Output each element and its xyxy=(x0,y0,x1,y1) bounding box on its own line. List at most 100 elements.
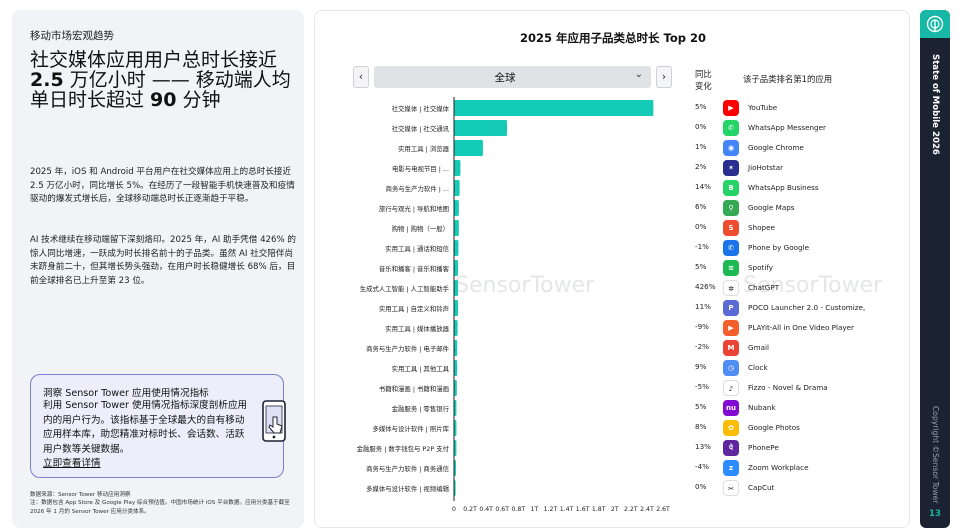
sensor-tower-logo-icon xyxy=(926,15,944,33)
playit-icon: ▶ xyxy=(723,320,739,336)
watermark: SensorTower xyxy=(455,273,595,298)
next-button[interactable]: › xyxy=(656,66,672,88)
bar xyxy=(454,120,508,136)
category-label: 购物 | 购物（一般） xyxy=(392,224,449,233)
yoy-growth-value: 8% xyxy=(695,422,707,431)
view-details-link[interactable]: 立即查看详情 xyxy=(43,458,101,469)
yoy-growth-header-text: 同比 变化 xyxy=(695,69,712,91)
yoy-growth-value: 5% xyxy=(695,262,707,271)
bar xyxy=(454,240,459,256)
google-maps-icon: ⚲ xyxy=(723,200,739,216)
chatgpt-icon: ✲ xyxy=(723,280,739,296)
x-tick-label: 2.4T xyxy=(640,506,654,513)
yoy-growth-value: 0% xyxy=(695,122,707,131)
chart-title: 2025 年应用子品类总时长 Top 20 xyxy=(520,31,706,45)
category-label: 实用工具 | 其他工具 xyxy=(392,364,450,373)
yoy-growth-value: -1% xyxy=(695,242,709,251)
bar xyxy=(454,460,457,476)
top-app-name: PLAYit-All in One Video Player xyxy=(748,323,854,332)
yoy-growth-value: -2% xyxy=(695,342,709,351)
headline-part-3: 分钟 xyxy=(176,89,221,111)
page-number: 13 xyxy=(929,509,941,519)
x-tick-label: 1.8T xyxy=(592,506,606,513)
headline-bold-1: 2.5 xyxy=(30,69,64,91)
source-footnote: 数据来源：Sensor Tower 移动应用洞察 注：数据包含 App Stor… xyxy=(30,491,302,516)
category-label: 生成式人工智能 | 人工智能助手 xyxy=(360,284,450,293)
top-app-name: Fizzo - Novel & Drama xyxy=(748,383,828,392)
whatsapp-business-icon: B xyxy=(723,180,739,196)
bar xyxy=(454,200,459,216)
phonepe-icon: पे xyxy=(723,440,739,456)
yoy-growth-value: -4% xyxy=(695,462,709,471)
report-brand: State of Mobile 2026 xyxy=(930,54,940,155)
text-panel: 移动市场宏观趋势 社交媒体应用用户总时长接近 2.5 万亿小时 —— 移动端人均… xyxy=(12,10,304,528)
report-sidebar: State of Mobile 2026 Copyright ©Sensor T… xyxy=(920,10,950,528)
top-app-name: POCO Launcher 2.0 - Customize, xyxy=(748,303,866,312)
logo-badge xyxy=(920,10,950,38)
yoy-growth-value: 13% xyxy=(695,442,711,451)
region-dropdown[interactable]: 全球 ⌄ xyxy=(374,66,651,88)
bar xyxy=(454,440,457,456)
nubank-icon: nu xyxy=(723,400,739,416)
category-label: 商务与生产力软件 | 电子邮件 xyxy=(366,344,450,353)
copyright-text: Copyright ©Sensor Tower xyxy=(931,406,940,504)
top-app-name: WhatsApp Messenger xyxy=(748,123,826,132)
category-label: 音乐和播客 | 音乐和播客 xyxy=(379,264,450,273)
bar xyxy=(454,340,458,356)
bar xyxy=(454,100,654,116)
top-app-name: Gmail xyxy=(748,343,769,352)
category-label: 实用工具 | 通话和短信 xyxy=(385,244,449,253)
category-label: 商务与生产力软件 | 商务通信 xyxy=(366,464,450,473)
yoy-growth-value: 9% xyxy=(695,362,707,371)
previous-button[interactable]: ‹ xyxy=(353,66,369,88)
yoy-growth-header: 同比 变化 xyxy=(695,69,712,92)
jiohotstar-icon: ✶ xyxy=(723,160,739,176)
x-tick-label: 1.4T xyxy=(560,506,574,513)
page-title: 社交媒体应用用户总时长接近 2.5 万亿小时 —— 移动端人均单日时长超过 90… xyxy=(30,50,302,110)
category-label: 多媒体与设计软件 | 视频编辑 xyxy=(366,484,450,493)
callout-text: 利用 Sensor Tower 使用情况指标深度剖析应用内的用户行为。该指标基于… xyxy=(43,400,248,455)
section-label: 移动市场宏观趋势 xyxy=(30,30,114,42)
callout-title: 洞察 Sensor Tower 应用使用情况指标 xyxy=(43,388,209,399)
bar xyxy=(454,320,458,336)
x-tick-label: 2.6T xyxy=(656,506,670,513)
phone-icon: ✆ xyxy=(723,240,739,256)
bar xyxy=(454,360,458,376)
category-label: 金融服务 | 零售银行 xyxy=(392,404,450,413)
top-app-name: Spotify xyxy=(748,263,773,272)
bar xyxy=(454,400,457,416)
chart-panel: SensorTower SensorTower 2025 年应用子品类总时长 T… xyxy=(314,10,910,528)
fizzo-icon: ♪ xyxy=(723,380,739,396)
x-tick-label: 1T xyxy=(531,506,539,513)
top-app-name: JioHotstar xyxy=(748,163,784,172)
headline-part-1: 社交媒体应用用户总时长接近 xyxy=(30,49,278,71)
x-tick-label: 2T xyxy=(611,506,619,513)
yoy-growth-value: 2% xyxy=(695,162,707,171)
body-paragraph-2: AI 技术继续在移动端留下深刻烙印。2025 年，AI 助手凭借 426% 的惊… xyxy=(30,235,296,286)
yoy-growth-value: 0% xyxy=(695,482,707,491)
yoy-growth-value: 14% xyxy=(695,182,711,191)
region-selected-value: 全球 xyxy=(494,72,516,84)
yoy-growth-value: 11% xyxy=(695,302,711,311)
footnote-source: 数据来源：Sensor Tower 移动应用洞察 xyxy=(30,492,131,498)
yoy-growth-value: 0% xyxy=(695,222,707,231)
zoom-icon: z xyxy=(723,460,739,476)
bar xyxy=(454,220,459,236)
yoy-growth-value: 5% xyxy=(695,102,707,111)
category-label: 商务与生产力软件 | ... xyxy=(386,184,449,193)
google-photos-icon: ✿ xyxy=(723,420,739,436)
yoy-growth-value: 6% xyxy=(695,202,707,211)
yoy-growth-value: -5% xyxy=(695,382,709,391)
phone-tap-icon xyxy=(262,400,286,442)
bar xyxy=(454,300,459,316)
yoy-growth-value: 1% xyxy=(695,142,707,151)
category-label: 实用工具 | 自定义和铃声 xyxy=(379,304,449,313)
category-label: 实用工具 | 浏览器 xyxy=(398,144,450,153)
bar xyxy=(454,280,459,296)
bar xyxy=(454,140,483,156)
top-app-name: YouTube xyxy=(748,103,778,112)
category-label: 电影与电视节目 | ... xyxy=(392,164,449,173)
bar xyxy=(454,160,461,176)
yoy-growth-value: 5% xyxy=(695,402,707,411)
